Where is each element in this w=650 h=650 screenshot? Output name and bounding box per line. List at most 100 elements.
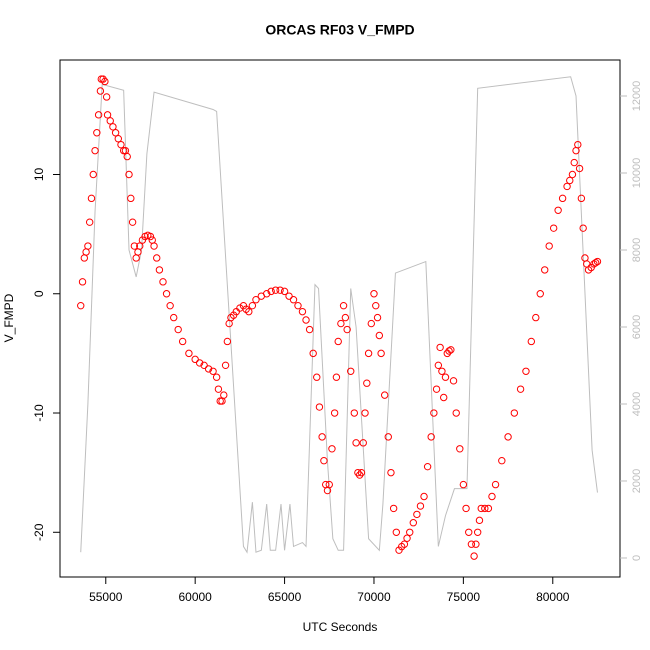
y2-tick-label: 12000 xyxy=(631,81,643,112)
point xyxy=(209,367,217,375)
point xyxy=(150,242,158,250)
y-tick-label: -10 xyxy=(32,404,46,422)
x-tick-label: 60000 xyxy=(178,590,212,604)
point xyxy=(593,257,602,266)
point xyxy=(204,365,213,373)
point xyxy=(541,266,549,274)
point xyxy=(574,140,582,149)
point xyxy=(252,296,260,304)
point xyxy=(136,242,144,250)
point xyxy=(477,504,485,513)
point xyxy=(334,337,342,346)
point xyxy=(214,385,223,393)
point xyxy=(352,439,360,447)
point xyxy=(510,409,519,417)
point xyxy=(465,528,473,536)
y2-tick-label: 2000 xyxy=(631,469,643,493)
point xyxy=(475,516,484,525)
point xyxy=(384,433,392,441)
y2-tick-label: 0 xyxy=(631,555,643,561)
point xyxy=(123,152,131,161)
point xyxy=(527,337,536,346)
point xyxy=(248,301,257,310)
y-tick-label: -20 xyxy=(32,523,46,541)
point xyxy=(400,540,409,548)
point xyxy=(117,140,125,149)
point xyxy=(462,504,470,513)
point xyxy=(406,528,414,536)
point xyxy=(456,445,464,453)
point xyxy=(473,528,482,536)
point xyxy=(195,359,204,367)
point xyxy=(389,504,398,513)
y2-tick-label: 6000 xyxy=(631,315,643,339)
point xyxy=(430,409,438,417)
x-tick-label: 75000 xyxy=(447,590,481,604)
x-tick-label: 55000 xyxy=(89,590,123,604)
point xyxy=(423,462,432,471)
point xyxy=(220,391,228,399)
point xyxy=(102,93,111,101)
point xyxy=(403,534,411,542)
point xyxy=(445,347,453,355)
point xyxy=(91,146,99,155)
point xyxy=(440,393,448,402)
point xyxy=(568,170,577,179)
point xyxy=(159,278,167,286)
point xyxy=(89,170,97,179)
x-tick-label: 65000 xyxy=(268,590,302,604)
point xyxy=(325,480,333,489)
point xyxy=(372,301,380,310)
point xyxy=(377,349,385,358)
point xyxy=(212,373,221,381)
point xyxy=(99,75,107,83)
point xyxy=(516,385,525,393)
point xyxy=(354,468,362,477)
point xyxy=(289,296,298,304)
point xyxy=(109,123,117,131)
point xyxy=(577,194,586,203)
point xyxy=(155,266,164,274)
point xyxy=(85,218,94,226)
point xyxy=(313,373,321,381)
point xyxy=(413,510,421,519)
point xyxy=(472,540,480,548)
point xyxy=(364,349,373,358)
point xyxy=(185,349,193,358)
point xyxy=(536,290,544,298)
point xyxy=(341,313,350,322)
point xyxy=(302,316,310,324)
point xyxy=(373,313,382,322)
point xyxy=(200,361,208,370)
point xyxy=(146,232,155,241)
point xyxy=(392,528,401,536)
point xyxy=(330,409,339,417)
point xyxy=(449,377,458,385)
point xyxy=(357,468,366,477)
point xyxy=(470,552,478,560)
point xyxy=(432,385,441,393)
point xyxy=(309,349,317,358)
point xyxy=(328,445,336,453)
point xyxy=(367,319,375,328)
point xyxy=(101,77,109,86)
point xyxy=(305,325,314,334)
point xyxy=(504,433,512,441)
point xyxy=(221,361,230,370)
point xyxy=(438,367,446,375)
point xyxy=(271,286,280,294)
point xyxy=(441,373,450,381)
point xyxy=(262,290,271,298)
point xyxy=(245,307,253,316)
point xyxy=(488,492,496,501)
point xyxy=(363,379,371,387)
point xyxy=(427,433,435,441)
point xyxy=(459,480,468,489)
point xyxy=(170,313,178,322)
point xyxy=(96,87,105,95)
point xyxy=(484,504,493,513)
point xyxy=(114,135,122,143)
point xyxy=(320,457,328,465)
point xyxy=(130,242,139,250)
